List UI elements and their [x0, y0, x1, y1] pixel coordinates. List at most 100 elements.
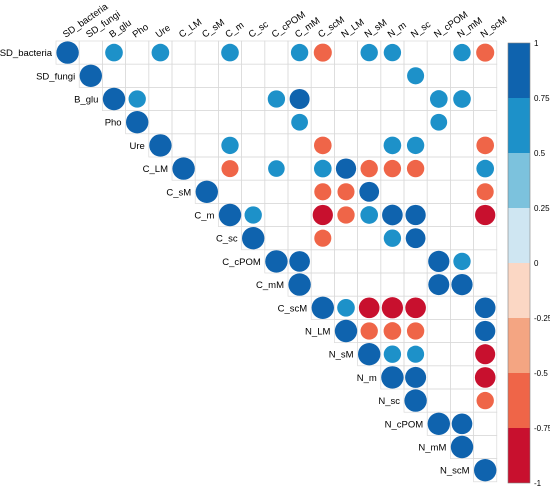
- corr-circle-C_scM-N_sc: [405, 297, 426, 319]
- row-label-C_m: C_m: [194, 211, 214, 222]
- row-label-C_sc: C_sc: [216, 234, 238, 245]
- grid-cell: [380, 110, 405, 135]
- grid-cell: [450, 110, 474, 135]
- grid-cell: [171, 110, 196, 135]
- corr-circle-N_m-N_scM: [474, 367, 496, 388]
- column-label-N_scM: N_scM: [479, 14, 510, 40]
- grid-cell: [403, 40, 428, 65]
- corr-circle-Ure-N_sc: [406, 136, 425, 155]
- grid-cell: [450, 342, 474, 367]
- corr-circle-B_glu-N_cPOM: [429, 90, 448, 108]
- colorbar-tick-label: 0: [534, 259, 539, 268]
- grid-cell: [426, 40, 451, 65]
- grid-cell: [334, 87, 358, 111]
- grid-cell: [450, 295, 474, 320]
- grid-cell: [218, 87, 242, 111]
- grid-cell: [334, 272, 358, 297]
- corr-circle-Ure-C_scM: [313, 136, 332, 155]
- grid-cell: [357, 110, 382, 135]
- corr-circle-N_sM-N_scM: [475, 344, 496, 365]
- grid-cell: [334, 63, 358, 88]
- grid-cell: [473, 411, 498, 436]
- grid-cell: [380, 272, 405, 297]
- corr-circle-C_m-N_m: [382, 204, 403, 226]
- row-label-C_sM: C_sM: [166, 187, 191, 198]
- corr-circle-C_scM-C_scM: [311, 296, 334, 319]
- grid-cell: [171, 133, 196, 158]
- corr-circle-C_sM-N_LM: [337, 183, 355, 201]
- grid-cell: [125, 40, 150, 65]
- corr-circle-N_cPOM-N_cPOM: [427, 412, 450, 435]
- colorbar-tick-label: -1: [534, 479, 542, 487]
- grid-cell: [310, 87, 335, 111]
- grid-cell: [194, 110, 219, 135]
- corr-circle-SD_fungi-N_sc: [407, 67, 425, 85]
- row-labels: SD_bacteria SD_fungi B_glu Pho Ure C_LM C_sM C_…: [0, 48, 470, 477]
- grid-cell: [357, 249, 382, 274]
- colorbar-segment: [508, 208, 530, 263]
- row-label-Pho: Pho: [105, 118, 122, 129]
- colorbar-tick-label: 0.25: [534, 204, 550, 213]
- corr-circle-C_sc-N_sc: [405, 228, 426, 249]
- corr-circle-C_mM-N_mM: [451, 273, 473, 296]
- corr-circle-N_LM-N_m: [383, 322, 402, 340]
- row-label-SD_fungi: SD_fungi: [36, 71, 75, 82]
- grid-cell: [450, 388, 474, 413]
- column-label-C_sM: C_sM: [200, 17, 227, 40]
- corr-circle-SD_fungi-SD_fungi: [79, 64, 103, 88]
- grid-cell: [403, 272, 428, 297]
- grid-cell: [450, 63, 474, 88]
- colorbar-tick-label: 1: [534, 39, 539, 48]
- grid-cell: [380, 249, 405, 274]
- grid-cell: [241, 40, 266, 65]
- column-label-N_m: N_m: [386, 20, 409, 41]
- corr-circle-C_m-N_scM: [475, 204, 496, 226]
- corr-circle-C_sM-N_sM: [359, 181, 380, 202]
- corr-circle-B_glu-C_cPOM: [267, 90, 286, 108]
- corr-circle-N_LM-N_sc: [406, 322, 425, 340]
- column-label-Pho: Pho: [131, 22, 151, 41]
- row-label-N_cPOM: N_cPOM: [385, 419, 424, 430]
- grid-cell: [218, 63, 242, 88]
- corr-circle-C_sM-N_scM: [476, 183, 494, 201]
- grid-lines: [55, 40, 498, 483]
- grid-cell: [450, 226, 474, 251]
- row-label-N_m: N_m: [357, 373, 377, 384]
- corr-circle-C_m-N_sM: [360, 206, 379, 224]
- grid-cell: [287, 203, 312, 227]
- grid-cell: [473, 110, 498, 135]
- corr-circle-C_LM-N_m: [383, 159, 402, 178]
- corr-circle-Pho-C_mM: [291, 113, 308, 131]
- corr-circle-C_m-N_sc: [405, 204, 426, 226]
- grid-cell: [148, 63, 173, 88]
- grid-cell: [264, 179, 289, 204]
- grid-cell: [171, 40, 196, 65]
- colorbar-tick-label: 0.75: [534, 94, 550, 103]
- grid-cell: [241, 63, 266, 88]
- colorbar-segment: [508, 318, 530, 373]
- grid-cell: [334, 226, 358, 251]
- grid-cell: [334, 40, 358, 65]
- row-label-C_cPOM: C_cPOM: [222, 257, 261, 268]
- grid-cell: [357, 133, 382, 158]
- corr-circle-Ure-C_m: [221, 136, 239, 155]
- grid-cell: [450, 156, 474, 181]
- corr-circle-N_mM-N_mM: [450, 435, 474, 459]
- grid-cell: [426, 388, 451, 413]
- grid-cell: [334, 249, 358, 274]
- grid-cell: [357, 226, 382, 251]
- corr-circle-C_mM-N_cPOM: [428, 274, 450, 296]
- column-label-C_sc: C_sc: [247, 19, 271, 41]
- colorbar-segment: [508, 428, 530, 483]
- corr-circle-C_LM-N_scM: [476, 159, 495, 178]
- corr-circle-N_m-N_sc: [405, 366, 427, 388]
- grid-cell: [194, 133, 219, 158]
- corr-circle-C_LM-C_scM: [313, 159, 332, 178]
- row-label-C_scM: C_scM: [278, 303, 308, 314]
- corr-circle-SD_bacteria-C_scM: [313, 43, 332, 62]
- grid-cell: [380, 179, 405, 204]
- corr-circle-SD_bacteria-N_mM: [453, 43, 471, 62]
- grid-cell: [473, 272, 498, 297]
- corr-circle-C_m-N_LM: [337, 206, 355, 224]
